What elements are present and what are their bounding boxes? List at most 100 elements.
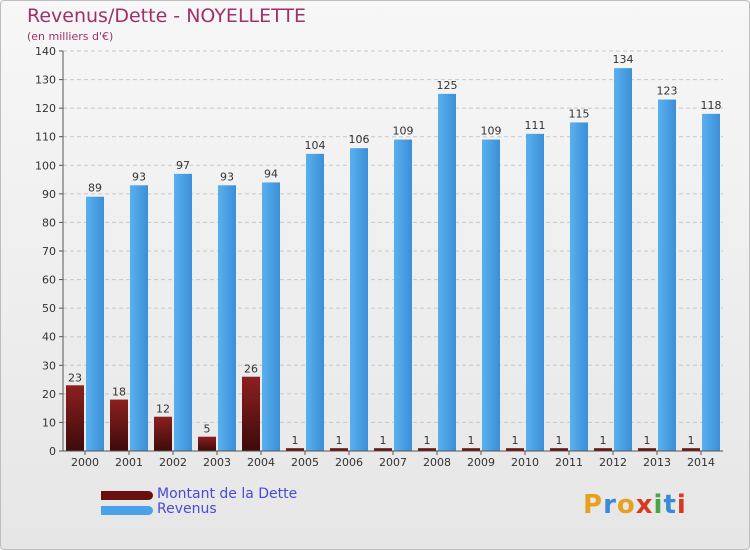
- bar-dette: [682, 448, 700, 451]
- y-tick-label: 50: [42, 302, 56, 315]
- x-tick-label: 2001: [115, 456, 143, 469]
- bar-revenus: [394, 139, 412, 452]
- bar-dette: [550, 448, 568, 451]
- bar-label-dette: 1: [468, 434, 475, 447]
- bar-label-revenus: 118: [701, 99, 722, 112]
- bar-label-dette: 5: [204, 423, 211, 436]
- bar-revenus: [438, 93, 456, 451]
- y-tick-label: 20: [42, 388, 56, 401]
- bar-dette: [198, 436, 216, 451]
- bar-revenus: [350, 148, 368, 451]
- bar-dette: [286, 448, 304, 451]
- y-tick-label: 120: [35, 102, 56, 115]
- x-tick-label: 2002: [159, 456, 187, 469]
- x-tick-label: 2012: [599, 456, 627, 469]
- bar-label-dette: 1: [556, 434, 563, 447]
- bar-dette: [638, 448, 656, 451]
- bar-label-dette: 1: [336, 434, 343, 447]
- bar-dette: [374, 448, 392, 451]
- x-tick-label: 2010: [511, 456, 539, 469]
- proxiti-logo: Proxiti: [583, 490, 687, 520]
- bar-label-dette: 1: [424, 434, 431, 447]
- bar-dette: [506, 448, 524, 451]
- bar-dette: [330, 448, 348, 451]
- x-tick-label: 2003: [203, 456, 231, 469]
- x-tick-label: 2011: [555, 456, 583, 469]
- y-tick-label: 30: [42, 359, 56, 372]
- bar-revenus: [306, 153, 324, 451]
- bar-label-dette: 1: [292, 434, 299, 447]
- bar-label-dette: 1: [512, 434, 519, 447]
- bars: 23 89 18 93 12 97 5 93 26 94 1 104 1 106 1 109 1 125 1 109 1…: [66, 53, 722, 452]
- bar-label-revenus: 97: [176, 159, 190, 172]
- bar-label-dette: 1: [380, 434, 387, 447]
- bar-revenus: [570, 122, 588, 451]
- bar-dette: [66, 385, 84, 451]
- bar-label-revenus: 104: [305, 139, 326, 152]
- chart-title: Revenus/Dette - NOYELLETTE: [27, 5, 306, 27]
- bar-label-revenus: 89: [88, 182, 102, 195]
- bar-dette: [594, 448, 612, 451]
- bar-dette: [110, 399, 128, 451]
- bar-revenus: [86, 196, 104, 451]
- bar-label-revenus: 123: [657, 85, 678, 98]
- bar-revenus: [614, 68, 632, 452]
- bar-label-dette: 1: [688, 434, 695, 447]
- bar-dette: [242, 376, 260, 451]
- bar-label-revenus: 94: [264, 167, 278, 180]
- bar-revenus: [658, 99, 676, 452]
- legend-swatch-revenus: [101, 506, 153, 515]
- bar-revenus: [702, 113, 720, 451]
- bar-label-dette: 18: [112, 386, 126, 399]
- y-tick-label: 110: [35, 131, 56, 144]
- y-tick-label: 130: [35, 74, 56, 87]
- bar-label-revenus: 93: [132, 170, 146, 183]
- legend-label-dette: Montant de la Dette: [157, 486, 298, 502]
- bar-dette: [462, 448, 480, 451]
- bar-label-revenus: 109: [481, 125, 502, 138]
- x-tick-label: 2007: [379, 456, 407, 469]
- bar-revenus: [482, 139, 500, 452]
- bar-revenus: [218, 185, 236, 452]
- y-tick-label: 10: [42, 416, 56, 429]
- legend-swatch-dette: [101, 491, 153, 500]
- bar-label-dette: 26: [244, 363, 258, 376]
- x-tick-label: 2009: [467, 456, 495, 469]
- x-tick-label: 2004: [247, 456, 275, 469]
- bar-revenus: [174, 173, 192, 451]
- grid-lines: [63, 50, 723, 452]
- y-tick-label: 0: [49, 445, 56, 458]
- y-tick-label: 70: [42, 245, 56, 258]
- chart-subtitle: (en milliers d'€): [27, 30, 114, 43]
- x-tick-label: 2005: [291, 456, 319, 469]
- x-tick-label: 2008: [423, 456, 451, 469]
- bar-revenus: [262, 182, 280, 451]
- bar-label-revenus: 111: [525, 119, 546, 132]
- bar-revenus: [130, 185, 148, 452]
- bar-dette: [154, 416, 172, 451]
- bar-label-revenus: 125: [437, 79, 458, 92]
- legend-label-revenus: Revenus: [157, 501, 217, 517]
- bar-label-dette: 1: [600, 434, 607, 447]
- y-tick-label: 90: [42, 188, 56, 201]
- y-tick-label: 40: [42, 331, 56, 344]
- bar-label-revenus: 109: [393, 125, 414, 138]
- x-tick-label: 2000: [71, 456, 99, 469]
- bar-label-revenus: 115: [569, 107, 590, 120]
- y-tick-label: 140: [35, 45, 56, 58]
- y-tick-label: 80: [42, 216, 56, 229]
- bar-label-revenus: 106: [349, 133, 370, 146]
- x-tick-label: 2013: [643, 456, 671, 469]
- bar-label-revenus: 134: [613, 53, 634, 66]
- x-axis: 2000 2001 2002 2003 2004 2005 2006 2007 2008 2009…: [63, 450, 723, 469]
- bar-label-dette: 23: [68, 371, 82, 384]
- x-tick-label: 2014: [687, 456, 715, 469]
- bar-label-dette: 1: [644, 434, 651, 447]
- y-tick-label: 60: [42, 274, 56, 287]
- y-tick-label: 100: [35, 159, 56, 172]
- bar-label-revenus: 93: [220, 170, 234, 183]
- y-axis: 0 10 20 30 40 50 60 70 80 90 100 110 120 130 140: [35, 45, 64, 458]
- x-tick-label: 2006: [335, 456, 363, 469]
